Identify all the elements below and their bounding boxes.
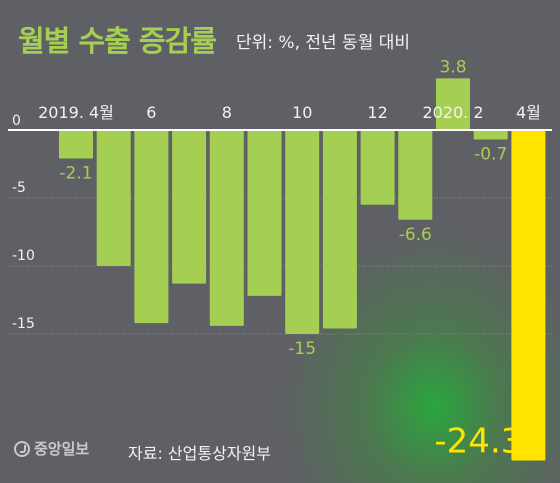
data-label: -15: [288, 339, 316, 359]
x-tick-label: 2020. 2: [422, 103, 483, 122]
bar: [96, 130, 131, 266]
bar: [59, 130, 93, 159]
source-note: 자료: 산업통상자원부: [128, 444, 271, 463]
bar: [322, 130, 357, 329]
y-tick-label: -10: [12, 248, 35, 264]
data-label-highlight: -24.3: [434, 421, 522, 461]
x-tick-label: 12: [367, 103, 387, 122]
data-label: 3.8: [439, 57, 466, 77]
x-tick-label: 8: [222, 103, 232, 122]
bar: [473, 130, 508, 140]
x-tick-label: 10: [292, 103, 312, 122]
x-tick-label: 4월: [516, 103, 541, 122]
logo-text: 중앙일보: [34, 440, 90, 458]
data-label: -2.1: [59, 164, 92, 184]
data-label: -6.6: [399, 225, 432, 245]
data-label: -0.7: [474, 145, 507, 165]
bar: [398, 130, 433, 220]
bar: [209, 130, 244, 326]
bar: [360, 130, 395, 205]
bar: [134, 130, 169, 324]
y-tick-label: -5: [12, 180, 26, 196]
unit-note: 단위: %, 전년 동월 대비: [236, 33, 411, 53]
y-tick-label: -15: [12, 316, 35, 332]
chart-title: 월별 수출 증감률: [18, 24, 217, 58]
bar: [247, 130, 282, 296]
bar: [436, 78, 470, 130]
x-tick-label: 6: [146, 103, 156, 122]
bar: [285, 130, 320, 334]
logo-icon: [14, 440, 30, 457]
bar: [511, 130, 546, 461]
bar: [172, 130, 207, 284]
publisher-logo: 중앙일보: [14, 438, 89, 459]
x-tick-label: 2019. 4월: [38, 103, 114, 122]
y-tick-label: 0: [12, 113, 21, 129]
